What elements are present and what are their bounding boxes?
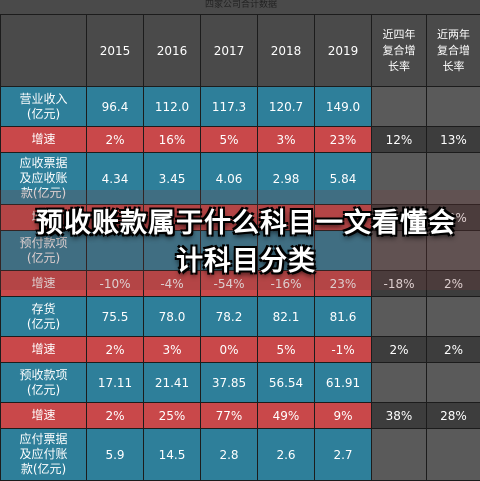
value-cell: 56.54: [258, 363, 315, 403]
value-cell: 2.6: [258, 429, 315, 481]
value-cell: 2.98: [258, 153, 315, 205]
row-label: 应付票据 及应付账 款(亿元): [1, 429, 87, 481]
value-cell: 117.3: [201, 87, 258, 127]
value-cell: 3%: [258, 127, 315, 153]
value-cell: 2%: [87, 127, 144, 153]
top-caption-bar: 四家公司合计数据: [0, 0, 480, 14]
header-corner: [1, 15, 87, 87]
value-cell: 2%: [87, 403, 144, 429]
value-cell: 96.4: [87, 87, 144, 127]
header-cell: 2017: [201, 15, 258, 87]
value-cell: 77%: [201, 403, 258, 429]
value-cell: 16%: [144, 127, 201, 153]
value-cell: 75.5: [87, 297, 144, 337]
row-label: 增速: [1, 337, 87, 363]
cagr-2y-cell: [427, 87, 480, 127]
header-cell: 2015: [87, 15, 144, 87]
value-cell: 49%: [258, 403, 315, 429]
cagr-2y-cell: 2%: [427, 337, 480, 363]
value-cell: 23%: [315, 127, 372, 153]
overlay-title: 预收账款属于什么科目一文看懂会计科目分类: [36, 205, 456, 281]
value-cell: 5.9: [87, 429, 144, 481]
value-cell: 25%: [144, 403, 201, 429]
cagr-4y-cell: 38%: [372, 403, 427, 429]
value-cell: 5%: [258, 337, 315, 363]
row-label: 增速: [1, 127, 87, 153]
value-cell: 5%: [201, 127, 258, 153]
value-cell: 37.85: [201, 363, 258, 403]
value-cell: 21.41: [144, 363, 201, 403]
value-cell: -1%: [315, 337, 372, 363]
header-cell: 2018: [258, 15, 315, 87]
row-label: 增速: [1, 403, 87, 429]
value-cell: 3%: [144, 337, 201, 363]
value-cell: 5.84: [315, 153, 372, 205]
header-cell: 2019: [315, 15, 372, 87]
cagr-2y-cell: [427, 153, 480, 205]
cagr-2y-cell: [427, 429, 480, 481]
value-cell: 3.45: [144, 153, 201, 205]
value-cell: 78.0: [144, 297, 201, 337]
value-cell: 78.2: [201, 297, 258, 337]
cagr-2y-cell: [427, 297, 480, 337]
top-caption: 四家公司合计数据: [205, 0, 277, 10]
value-cell: 120.7: [258, 87, 315, 127]
value-cell: 112.0: [144, 87, 201, 127]
cagr-4y-cell: 12%: [372, 127, 427, 153]
value-cell: 17.11: [87, 363, 144, 403]
header-cell: 2016: [144, 15, 201, 87]
value-cell: 81.6: [315, 297, 372, 337]
cagr-2y-cell: 13%: [427, 127, 480, 153]
row-label: 预收款项 (亿元): [1, 363, 87, 403]
value-cell: 4.34: [87, 153, 144, 205]
value-cell: 82.1: [258, 297, 315, 337]
value-cell: 149.0: [315, 87, 372, 127]
row-label: 存货 (亿元): [1, 297, 87, 337]
cagr-4y-cell: [372, 363, 427, 403]
cagr-2y-cell: [427, 363, 480, 403]
cagr-4y-cell: [372, 297, 427, 337]
cagr-2y-cell: 28%: [427, 403, 480, 429]
value-cell: 61.91: [315, 363, 372, 403]
header-cell: 近两年复合增长率: [427, 15, 480, 87]
cagr-4y-cell: [372, 429, 427, 481]
value-cell: 2.8: [201, 429, 258, 481]
value-cell: 0%: [201, 337, 258, 363]
header-cell: 近四年复合增长率: [372, 15, 427, 87]
cagr-4y-cell: [372, 153, 427, 205]
value-cell: 2%: [87, 337, 144, 363]
value-cell: 2.7: [315, 429, 372, 481]
cagr-4y-cell: 2%: [372, 337, 427, 363]
value-cell: 14.5: [144, 429, 201, 481]
cagr-4y-cell: [372, 87, 427, 127]
row-label: 应收票据 及应收账 款(亿元): [1, 153, 87, 205]
value-cell: 9%: [315, 403, 372, 429]
row-label: 营业收入 (亿元): [1, 87, 87, 127]
value-cell: 4.06: [201, 153, 258, 205]
